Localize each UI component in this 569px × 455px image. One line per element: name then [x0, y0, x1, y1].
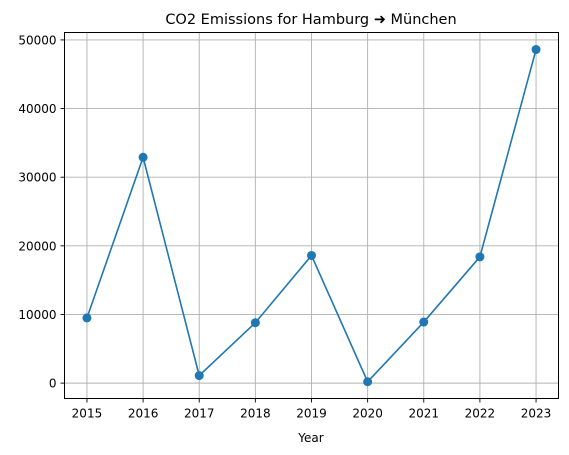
y-axis: 0 10000 20000 30000 40000 50000 [18, 33, 65, 391]
x-tick-label: 2015 [72, 407, 103, 421]
plot-frame [64, 32, 559, 399]
x-tick-label: 2022 [465, 407, 496, 421]
data-point [250, 318, 260, 328]
y-tick-label: 10000 [18, 308, 56, 322]
chart-title: CO2 Emissions for Hamburg ➜ München [165, 12, 456, 28]
grid-lines [64, 32, 559, 399]
data-point [531, 45, 541, 55]
data-point [363, 377, 373, 387]
x-tick-label: 2018 [240, 407, 271, 421]
data-point [138, 152, 148, 162]
y-tick-label: 0 [49, 377, 57, 391]
x-tick-label: 2021 [408, 407, 439, 421]
data-point [82, 313, 92, 323]
data-point [307, 250, 316, 260]
plot-area [82, 45, 541, 387]
data-point [419, 317, 429, 327]
y-tick-label: 50000 [18, 33, 56, 47]
data-point [475, 252, 485, 262]
x-tick-label: 2017 [184, 407, 215, 421]
x-axis: 2015 2016 2017 2018 2019 2020 2021 2022 2023 [72, 398, 552, 421]
x-tick-label: 2020 [352, 407, 383, 421]
x-tick-label: 2023 [521, 407, 552, 421]
data-point [194, 371, 204, 381]
y-tick-label: 30000 [18, 171, 56, 185]
x-tick-label: 2019 [296, 407, 327, 421]
x-axis-label: Year [297, 431, 323, 445]
y-tick-label: 20000 [18, 239, 56, 253]
y-tick-label: 40000 [18, 102, 56, 116]
x-tick-label: 2016 [128, 407, 159, 421]
